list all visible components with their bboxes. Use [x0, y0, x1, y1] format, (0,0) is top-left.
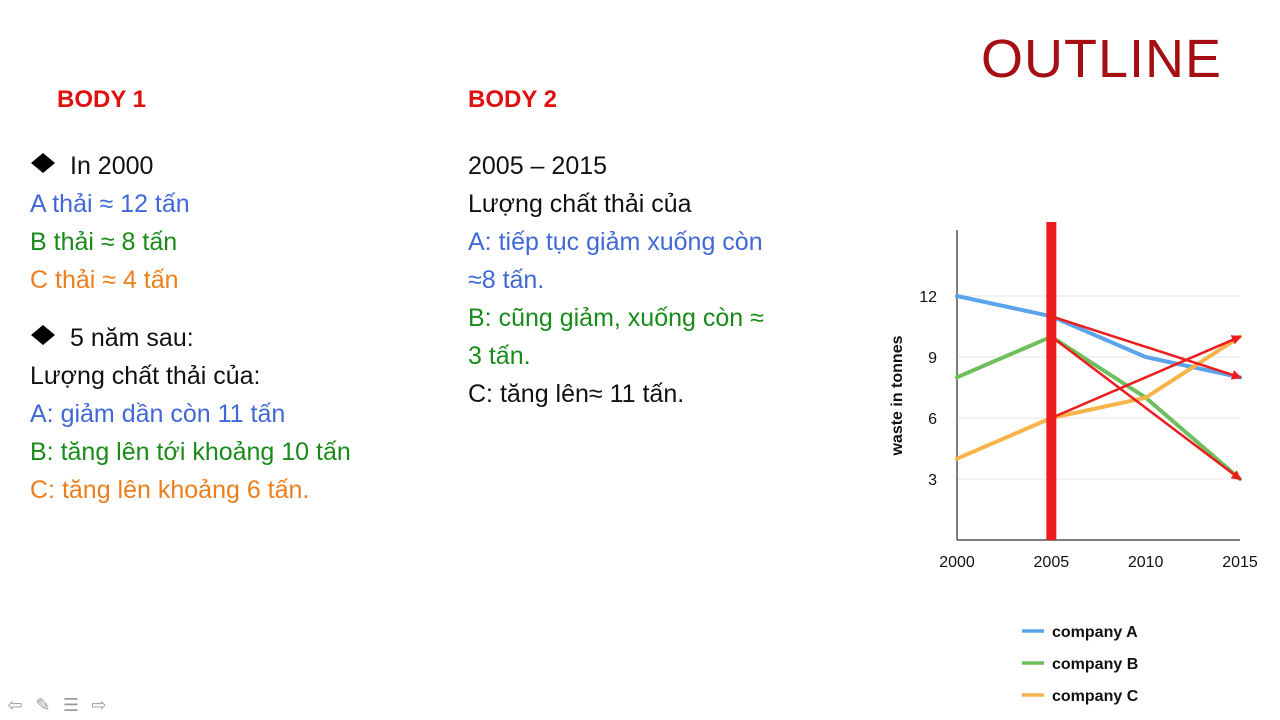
period-line: 2005 – 2015 [468, 152, 608, 180]
company-a-line: ≈8 tấn. [468, 266, 545, 294]
legend-label: company C [1052, 688, 1139, 705]
bullet-item: 5 năm sau: [30, 319, 351, 357]
company-a-line: A thải ≈ 12 tấn [30, 190, 190, 218]
legend-label: company B [1052, 656, 1138, 673]
bullet-text: In 2000 [70, 152, 154, 180]
menu-icon[interactable]: ☰ [62, 695, 80, 715]
bullet-item: In 2000 [30, 147, 351, 185]
intro-line: Lượng chất thải của: [30, 362, 261, 390]
intro-line: Lượng chất thải của [468, 190, 692, 218]
previous-slide-icon[interactable]: ⇦ [7, 695, 23, 715]
slide-navigation: ⇦ ✎ ☰ ⇨ [4, 695, 110, 716]
company-b-line: B thải ≈ 8 tấn [30, 228, 178, 256]
diamond-bullet-icon [30, 147, 70, 185]
bullet-text: 5 năm sau: [70, 324, 194, 352]
y-tick-label: 9 [928, 350, 937, 367]
series-line-3 [955, 334, 1242, 461]
company-b-line: 3 tấn. [468, 342, 531, 370]
y-axis-label: waste in tonnes [889, 335, 906, 456]
company-a-line: A: giảm dần còn 11 tấn [30, 400, 286, 428]
x-tick-label: 2010 [1128, 554, 1164, 571]
y-tick-label: 6 [928, 411, 937, 428]
body1-heading: BODY 1 [57, 86, 146, 113]
company-c-line: C: tăng lên≈ 11 tấn. [468, 380, 685, 408]
body2-content: 2005 – 2015 Lượng chất thải của A: tiếp … [468, 147, 764, 413]
line-chart: 3 6 9 12 2000 2005 2010 2015 waste in tonnes com… [889, 222, 1258, 705]
diamond-bullet-icon [30, 319, 70, 357]
x-tick-label: 2015 [1222, 554, 1258, 571]
vertical-marker [1046, 222, 1057, 540]
next-slide-icon[interactable]: ⇨ [91, 695, 107, 715]
company-a-line: A: tiếp tục giảm xuống còn [468, 228, 763, 256]
trend-arrow [1050, 335, 1242, 420]
body2-heading: BODY 2 [468, 86, 557, 113]
x-tick-label: 2000 [939, 554, 975, 571]
company-b-line: B: tăng lên tới khoảng 10 tấn [30, 438, 351, 466]
pen-icon[interactable]: ✎ [35, 695, 51, 715]
slide-title: OUTLINE [980, 29, 1222, 89]
body1-content: In 2000 A thải ≈ 12 tấn B thải ≈ 8 tấn C… [30, 147, 351, 509]
company-b-line: B: cũng giảm, xuống còn ≈ [468, 304, 764, 332]
series-line-2 [955, 334, 1242, 481]
x-tick-label: 2005 [1034, 554, 1070, 571]
y-tick-label: 12 [919, 289, 937, 306]
trend-arrow [1050, 335, 1242, 481]
company-c-line: C: tăng lên khoảng 6 tấn. [30, 476, 310, 504]
y-tick-label: 3 [928, 472, 937, 489]
company-c-line: C thải ≈ 4 tấn [30, 266, 179, 294]
legend-label: company A [1052, 624, 1138, 641]
trend-arrow [1050, 315, 1242, 380]
